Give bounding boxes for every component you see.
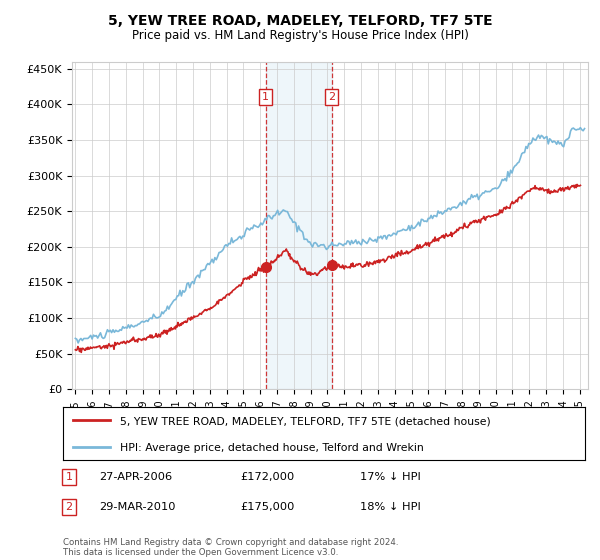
Text: Contains HM Land Registry data © Crown copyright and database right 2024.
This d: Contains HM Land Registry data © Crown c… xyxy=(63,538,398,557)
Bar xyxy=(266,62,332,389)
Text: 1: 1 xyxy=(65,472,73,482)
Text: 5, YEW TREE ROAD, MADELEY, TELFORD, TF7 5TE (detached house): 5, YEW TREE ROAD, MADELEY, TELFORD, TF7 … xyxy=(121,417,491,427)
Text: 2: 2 xyxy=(65,502,73,512)
Text: 27-APR-2006: 27-APR-2006 xyxy=(99,472,172,482)
Text: 2: 2 xyxy=(328,92,335,102)
Text: £175,000: £175,000 xyxy=(240,502,295,512)
Text: Price paid vs. HM Land Registry's House Price Index (HPI): Price paid vs. HM Land Registry's House … xyxy=(131,29,469,42)
Text: 1: 1 xyxy=(262,92,269,102)
Text: HPI: Average price, detached house, Telford and Wrekin: HPI: Average price, detached house, Telf… xyxy=(121,443,424,453)
Text: £172,000: £172,000 xyxy=(240,472,294,482)
Text: 5, YEW TREE ROAD, MADELEY, TELFORD, TF7 5TE: 5, YEW TREE ROAD, MADELEY, TELFORD, TF7 … xyxy=(107,14,493,28)
Text: 18% ↓ HPI: 18% ↓ HPI xyxy=(360,502,421,512)
Text: 29-MAR-2010: 29-MAR-2010 xyxy=(99,502,176,512)
Text: 17% ↓ HPI: 17% ↓ HPI xyxy=(360,472,421,482)
